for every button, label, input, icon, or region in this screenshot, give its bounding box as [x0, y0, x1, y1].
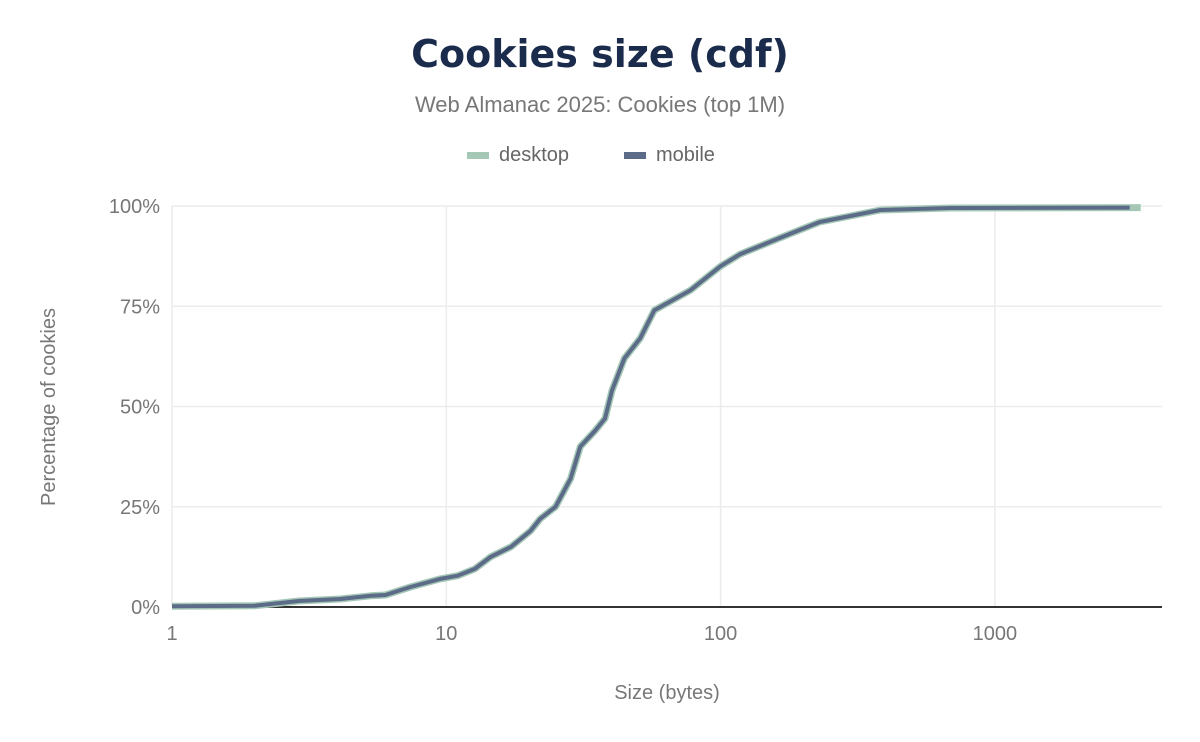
y-tick-label: 0%: [131, 597, 160, 619]
x-tick-label: 100: [704, 623, 737, 645]
y-tick-label: 25%: [120, 497, 160, 519]
x-tick-label: 10: [435, 623, 457, 645]
x-tick-label: 1000: [973, 623, 1018, 645]
legend-label-mobile: mobile: [656, 144, 715, 166]
legend-swatch-mobile: [624, 152, 646, 159]
y-tick-label: 75%: [120, 296, 160, 318]
y-axis-label: Percentage of cookies: [38, 308, 60, 506]
y-tick-label: 50%: [120, 397, 160, 419]
legend-label-desktop: desktop: [499, 144, 570, 166]
chart-title: Cookies size (cdf): [411, 32, 789, 76]
legend-item-desktop[interactable]: desktop: [467, 144, 569, 167]
y-tick-label: 100%: [109, 196, 160, 218]
legend-swatch-desktop: [467, 152, 489, 159]
chart-subtitle: Web Almanac 2025: Cookies (top 1M): [414, 92, 786, 117]
legend-item-mobile[interactable]: mobile: [624, 144, 715, 167]
x-tick-label: 1: [166, 623, 177, 645]
x-axis-label: Size (bytes): [614, 682, 720, 704]
series-line-mobile: [171, 205, 1130, 609]
